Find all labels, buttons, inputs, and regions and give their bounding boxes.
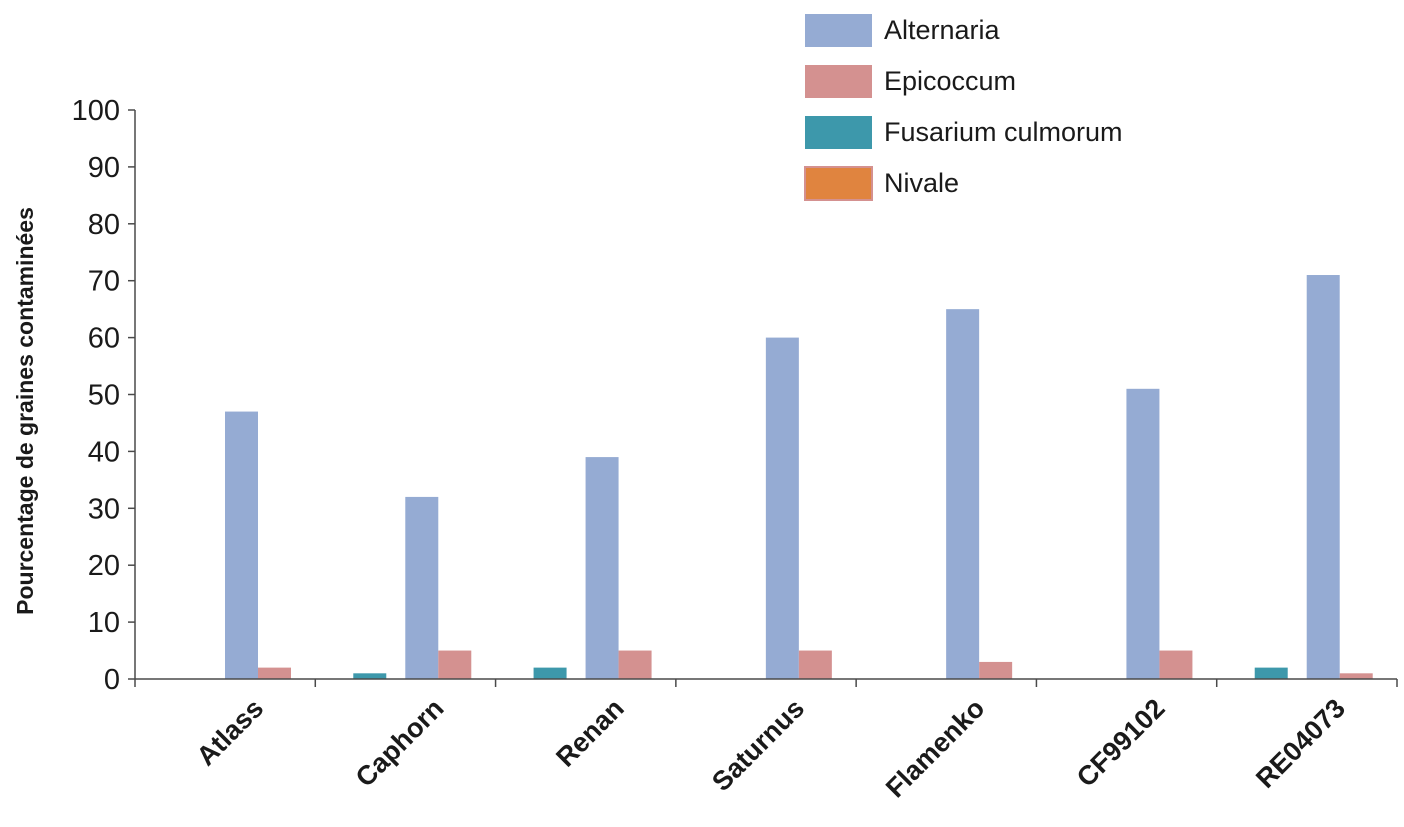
bars-layer	[225, 275, 1373, 679]
x-tick-label: Renan	[550, 693, 630, 773]
x-tick-label: RE04073	[1250, 693, 1351, 794]
bar-epicoccum-flamenko	[979, 661, 1013, 679]
x-tick-label: Saturnus	[706, 693, 810, 797]
y-tick-label: 0	[104, 664, 120, 696]
x-tick-label: Flamenko	[880, 693, 990, 803]
y-tick-label: 80	[88, 209, 120, 241]
y-tick-label: 90	[88, 152, 120, 184]
x-tick-label: Atlass	[191, 693, 270, 772]
bar-epicoccum-renan	[618, 650, 652, 679]
bar-epicoccum-cf99102	[1159, 650, 1193, 679]
legend: Alternaria Epicoccum Fusarium culmorum Niva…	[804, 14, 1123, 201]
y-tick-label: 20	[88, 550, 120, 582]
bar-fusarium-culmorum-renan	[533, 667, 567, 679]
bar-epicoccum-saturnus	[798, 650, 832, 679]
y-tick-label: 40	[88, 436, 120, 468]
y-tick-label: 70	[88, 266, 120, 298]
bar-alternaria-saturnus	[765, 337, 799, 679]
legend-label: Fusarium culmorum	[884, 117, 1123, 147]
y-tick-label: 30	[88, 493, 120, 525]
y-tick-label: 100	[72, 95, 120, 127]
bar-epicoccum-atlass	[258, 667, 291, 679]
x-tick-label: CF99102	[1071, 693, 1171, 793]
legend-swatch	[805, 65, 872, 98]
legend-label: Alternaria	[884, 15, 1001, 45]
y-tick-label: 60	[88, 323, 120, 355]
axes-layer: 0 10 20 30 40 50 60 70 80 90 100 Atlass Caphorn Renan…	[72, 95, 1398, 803]
bar-alternaria-cf99102	[1126, 388, 1160, 679]
y-tick-label: 50	[88, 380, 120, 412]
legend-swatch	[805, 116, 872, 149]
bar-epicoccum-re04073	[1339, 673, 1373, 679]
bar-alternaria-atlass	[225, 411, 258, 679]
legend-swatch	[804, 166, 873, 201]
bar-fusarium-culmorum-re04073	[1254, 667, 1288, 679]
legend-label: Epicoccum	[884, 66, 1016, 96]
bar-alternaria-caphorn	[405, 496, 439, 679]
x-tick-label: Caphorn	[350, 693, 450, 793]
bar-alternaria-re04073	[1306, 275, 1340, 679]
bar-epicoccum-caphorn	[438, 650, 472, 679]
y-tick-label: 10	[88, 607, 120, 639]
y-axis-title: Pourcentage de graines contaminées	[12, 207, 38, 615]
legend-label: Nivale	[884, 168, 959, 198]
bar-fusarium-culmorum-caphorn	[353, 673, 387, 679]
bar-alternaria-renan	[585, 457, 619, 679]
legend-swatch	[805, 14, 872, 47]
bar-alternaria-flamenko	[946, 309, 980, 679]
